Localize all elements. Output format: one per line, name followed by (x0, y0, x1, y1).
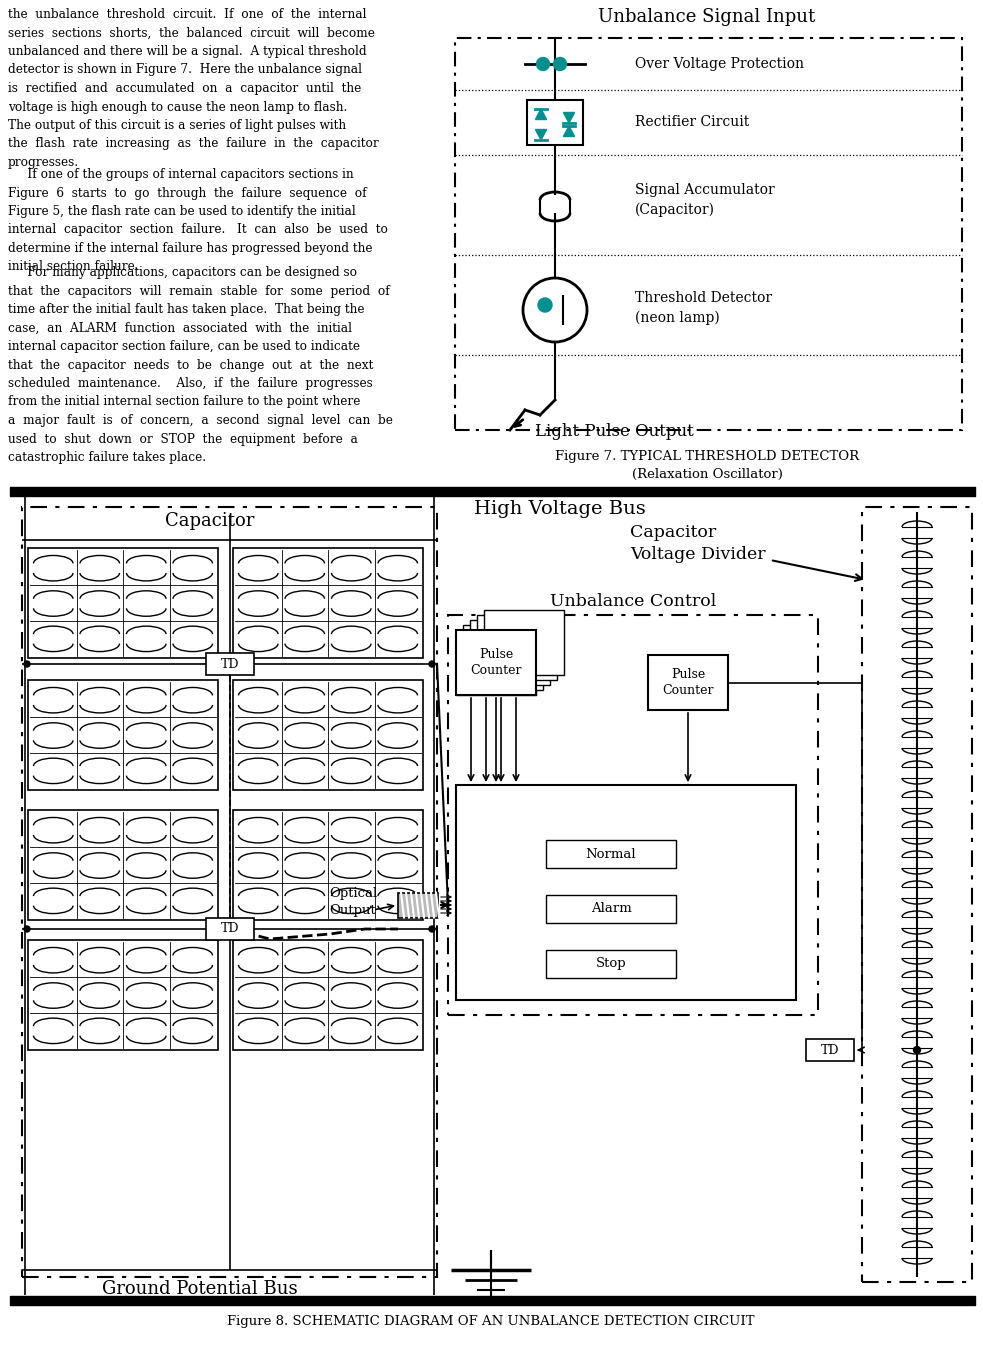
Text: Alarm: Alarm (591, 902, 631, 916)
Circle shape (537, 57, 549, 71)
Bar (527, 100, 583, 145)
Bar (22, 508, 437, 1277)
Bar (233, 810, 423, 920)
Polygon shape (536, 109, 547, 119)
Circle shape (24, 661, 30, 668)
Text: Figure 8. SCHEMATIC DIAGRAM OF AN UNBALANCE DETECTION CIRCUIT: Figure 8. SCHEMATIC DIAGRAM OF AN UNBALA… (227, 1315, 755, 1329)
Text: Ground Potential Bus: Ground Potential Bus (102, 1280, 298, 1299)
Text: Pulse
Counter: Pulse Counter (663, 668, 714, 697)
Circle shape (553, 57, 566, 71)
Text: the  unbalance  threshold  circuit.  If  one  of  the  internal
series  sections: the unbalance threshold circuit. If one … (8, 8, 378, 170)
Bar (233, 548, 423, 658)
Text: TD: TD (221, 923, 239, 935)
Circle shape (24, 925, 30, 932)
Text: Normal: Normal (586, 848, 636, 860)
Bar (806, 1039, 854, 1061)
Bar (456, 630, 536, 695)
Text: TD: TD (821, 1044, 839, 1057)
Bar (484, 611, 564, 674)
Bar (470, 620, 550, 685)
Text: Optical
Output: Optical Output (329, 887, 377, 917)
Circle shape (913, 1046, 920, 1053)
Text: If one of the groups of internal capacitors sections in
Figure  6  starts  to  g: If one of the groups of internal capacit… (8, 168, 388, 274)
Text: Capacitor: Capacitor (165, 512, 255, 531)
Bar (546, 950, 676, 978)
Circle shape (429, 661, 435, 668)
Bar (448, 615, 818, 1015)
Bar (546, 840, 676, 868)
Text: Unbalance Control: Unbalance Control (549, 593, 717, 611)
Text: Signal Accumulator
(Capacitor): Signal Accumulator (Capacitor) (635, 183, 775, 217)
Text: Light Pulse Output: Light Pulse Output (535, 423, 694, 441)
Circle shape (538, 299, 552, 312)
Text: Capacitor
Voltage Divider: Capacitor Voltage Divider (630, 524, 766, 563)
Bar (648, 655, 728, 710)
Text: Figure 7. TYPICAL THRESHOLD DETECTOR
(Relaxation Oscillator): Figure 7. TYPICAL THRESHOLD DETECTOR (Re… (555, 451, 859, 480)
Text: Pulse
Counter: Pulse Counter (470, 647, 522, 677)
Polygon shape (563, 126, 575, 137)
Text: Unbalance Signal Input: Unbalance Signal Input (599, 8, 816, 26)
Bar (456, 630, 536, 695)
Text: For many applications, capacitors can be designed so
that  the  capacitors  will: For many applications, capacitors can be… (8, 266, 393, 464)
Bar (28, 548, 218, 658)
Bar (206, 917, 254, 940)
Text: Rectifier Circuit: Rectifier Circuit (635, 115, 749, 129)
Text: Stop: Stop (596, 958, 626, 970)
Text: Threshold Detector
(neon lamp): Threshold Detector (neon lamp) (635, 290, 772, 326)
Polygon shape (563, 113, 575, 123)
Bar (233, 940, 423, 1050)
Bar (28, 810, 218, 920)
Bar (463, 626, 543, 689)
Polygon shape (536, 129, 547, 140)
Text: Pulse Count
Comparison Circuit: Pulse Count Comparison Circuit (556, 801, 695, 833)
Text: High Voltage Bus: High Voltage Bus (474, 499, 646, 518)
Bar (206, 653, 254, 674)
Bar (455, 38, 962, 430)
Bar (477, 615, 557, 680)
Bar (456, 784, 796, 1000)
Bar (233, 680, 423, 790)
Bar (546, 896, 676, 923)
Text: Over Voltage Protection: Over Voltage Protection (635, 57, 804, 71)
Circle shape (429, 925, 435, 932)
Bar (28, 940, 218, 1050)
Bar (28, 680, 218, 790)
Bar (398, 893, 438, 917)
Text: TD: TD (221, 658, 239, 670)
Bar (862, 508, 972, 1282)
